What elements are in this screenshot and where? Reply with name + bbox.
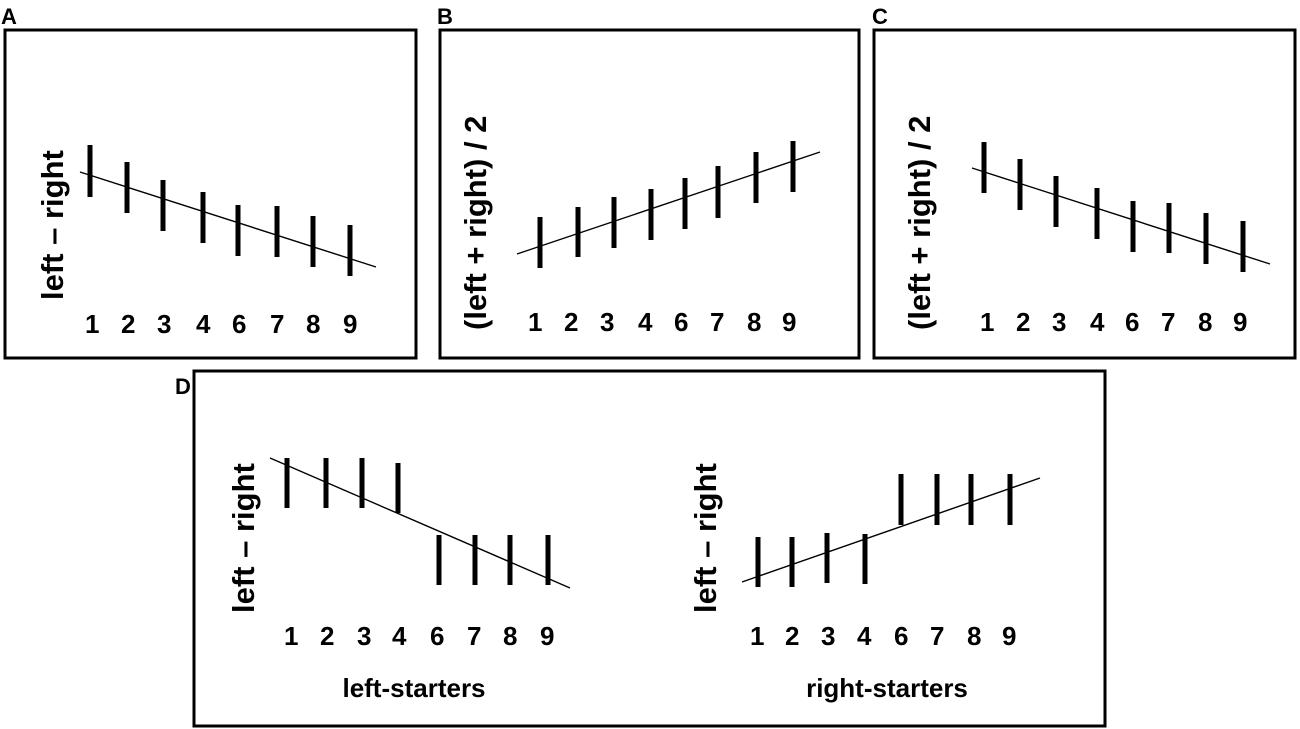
panel-b: B (left + right) / 2 1 2 3 4 6 7 8 9 [437,4,861,360]
panel-d-left-tick-label: 3 [357,621,371,651]
panel-d-left-tick-label: 4 [392,621,407,651]
panel-letter-b: B [437,4,453,29]
panel-d: D left – right 1 2 3 4 6 7 [175,369,1107,728]
panel-a-tick-labels: 1 2 3 4 6 7 8 9 [85,309,357,339]
panel-d-right-tick-label: 6 [894,621,908,651]
panel-a-tick-label: 2 [121,309,135,339]
panel-c-tick-label: 7 [1161,307,1175,337]
panel-c-tick-label: 9 [1233,307,1247,337]
panel-b-tick-labels: 1 2 3 4 6 7 8 9 [528,307,796,337]
panel-c-tick-labels: 1 2 3 4 6 7 8 9 [980,307,1247,337]
panel-a-marks [79,145,377,276]
panel-d-right-tick-label: 9 [1002,621,1016,651]
panel-d-left-tick-label: 9 [540,621,554,651]
panel-c-marks [971,142,1271,272]
panel-d-frame [192,369,1107,728]
panel-d-right-tick-label: 3 [821,621,835,651]
panel-d-left-ylabel: left – right [226,463,261,613]
panel-d-left-tick-label: 2 [320,621,334,651]
panel-a-tick-label: 4 [196,309,211,339]
panel-d-right-tick-label: 8 [967,621,981,651]
panel-b-ylabel: (left + right) / 2 [458,116,493,330]
panel-b-marks [516,141,821,268]
panel-d-right-subplot: left – right 1 2 3 4 6 7 8 9 [688,463,1041,703]
panel-b-tick-label: 7 [710,307,724,337]
panel-b-trend-line [516,151,821,255]
panel-a-tick-label: 8 [306,309,320,339]
panel-d-right-ylabel: left – right [688,463,723,613]
panel-d-left-subplot: left – right 1 2 3 4 6 7 8 9 [226,457,571,703]
panel-a-trend-line [79,171,377,268]
panel-a-ylabel: left – right [35,150,70,300]
panel-d-right-tick-label: 2 [785,621,799,651]
panel-a-tick-label: 1 [85,309,99,339]
panel-b-tick-label: 2 [564,307,578,337]
panel-d-right-tick-label: 7 [930,621,944,651]
panel-c-tick-label: 2 [1016,307,1030,337]
panel-d-left-trend-line [269,457,571,589]
panel-letter-d: D [175,374,191,399]
panel-letter-a: A [1,4,17,29]
panel-d-left-tick-label: 8 [503,621,517,651]
panel-c-tick-label: 6 [1125,307,1139,337]
panel-d-right-caption: right-starters [806,673,968,703]
panel-letter-c: C [872,4,888,29]
panel-d-right-tick-label: 4 [857,621,872,651]
panel-a: A left – right 1 2 3 4 6 7 8 9 [1,4,418,360]
panel-c-ylabel: (left + right) / 2 [902,116,937,330]
panel-c-frame [872,28,1297,360]
panel-c-trend-line [971,167,1271,265]
panel-a-tick-label: 9 [343,309,357,339]
panel-d-right-marks [755,474,1013,587]
panel-b-tick-label: 9 [782,307,796,337]
panel-b-tick-label: 4 [638,307,653,337]
panel-d-left-tick-label: 6 [430,621,444,651]
panel-c-tick-label: 3 [1052,307,1066,337]
panel-b-tick-label: 1 [528,307,542,337]
panel-c: C (left + right) / 2 1 2 3 4 6 7 8 9 [872,4,1297,360]
panel-c-tick-label: 1 [980,307,994,337]
panel-a-tick-label: 6 [232,309,246,339]
panel-d-left-marks [284,458,551,585]
panel-d-right-tick-labels: 1 2 3 4 6 7 8 9 [750,621,1016,651]
panel-c-tick-label: 4 [1090,307,1105,337]
panel-d-right-trend-line [741,477,1041,583]
panel-b-frame [438,28,861,360]
panel-d-right-tick-label: 1 [750,621,764,651]
panel-b-tick-label: 8 [747,307,761,337]
panel-d-left-tick-labels: 1 2 3 4 6 7 8 9 [284,621,554,651]
panel-a-frame [3,28,418,360]
panel-a-tick-label: 7 [270,309,284,339]
panel-c-tick-label: 8 [1198,307,1212,337]
panel-d-left-tick-label: 7 [467,621,481,651]
panel-d-left-caption: left-starters [342,673,485,703]
panel-d-left-tick-label: 1 [284,621,298,651]
panel-b-tick-label: 3 [600,307,614,337]
panel-b-tick-label: 6 [674,307,688,337]
panel-a-tick-label: 3 [157,309,171,339]
